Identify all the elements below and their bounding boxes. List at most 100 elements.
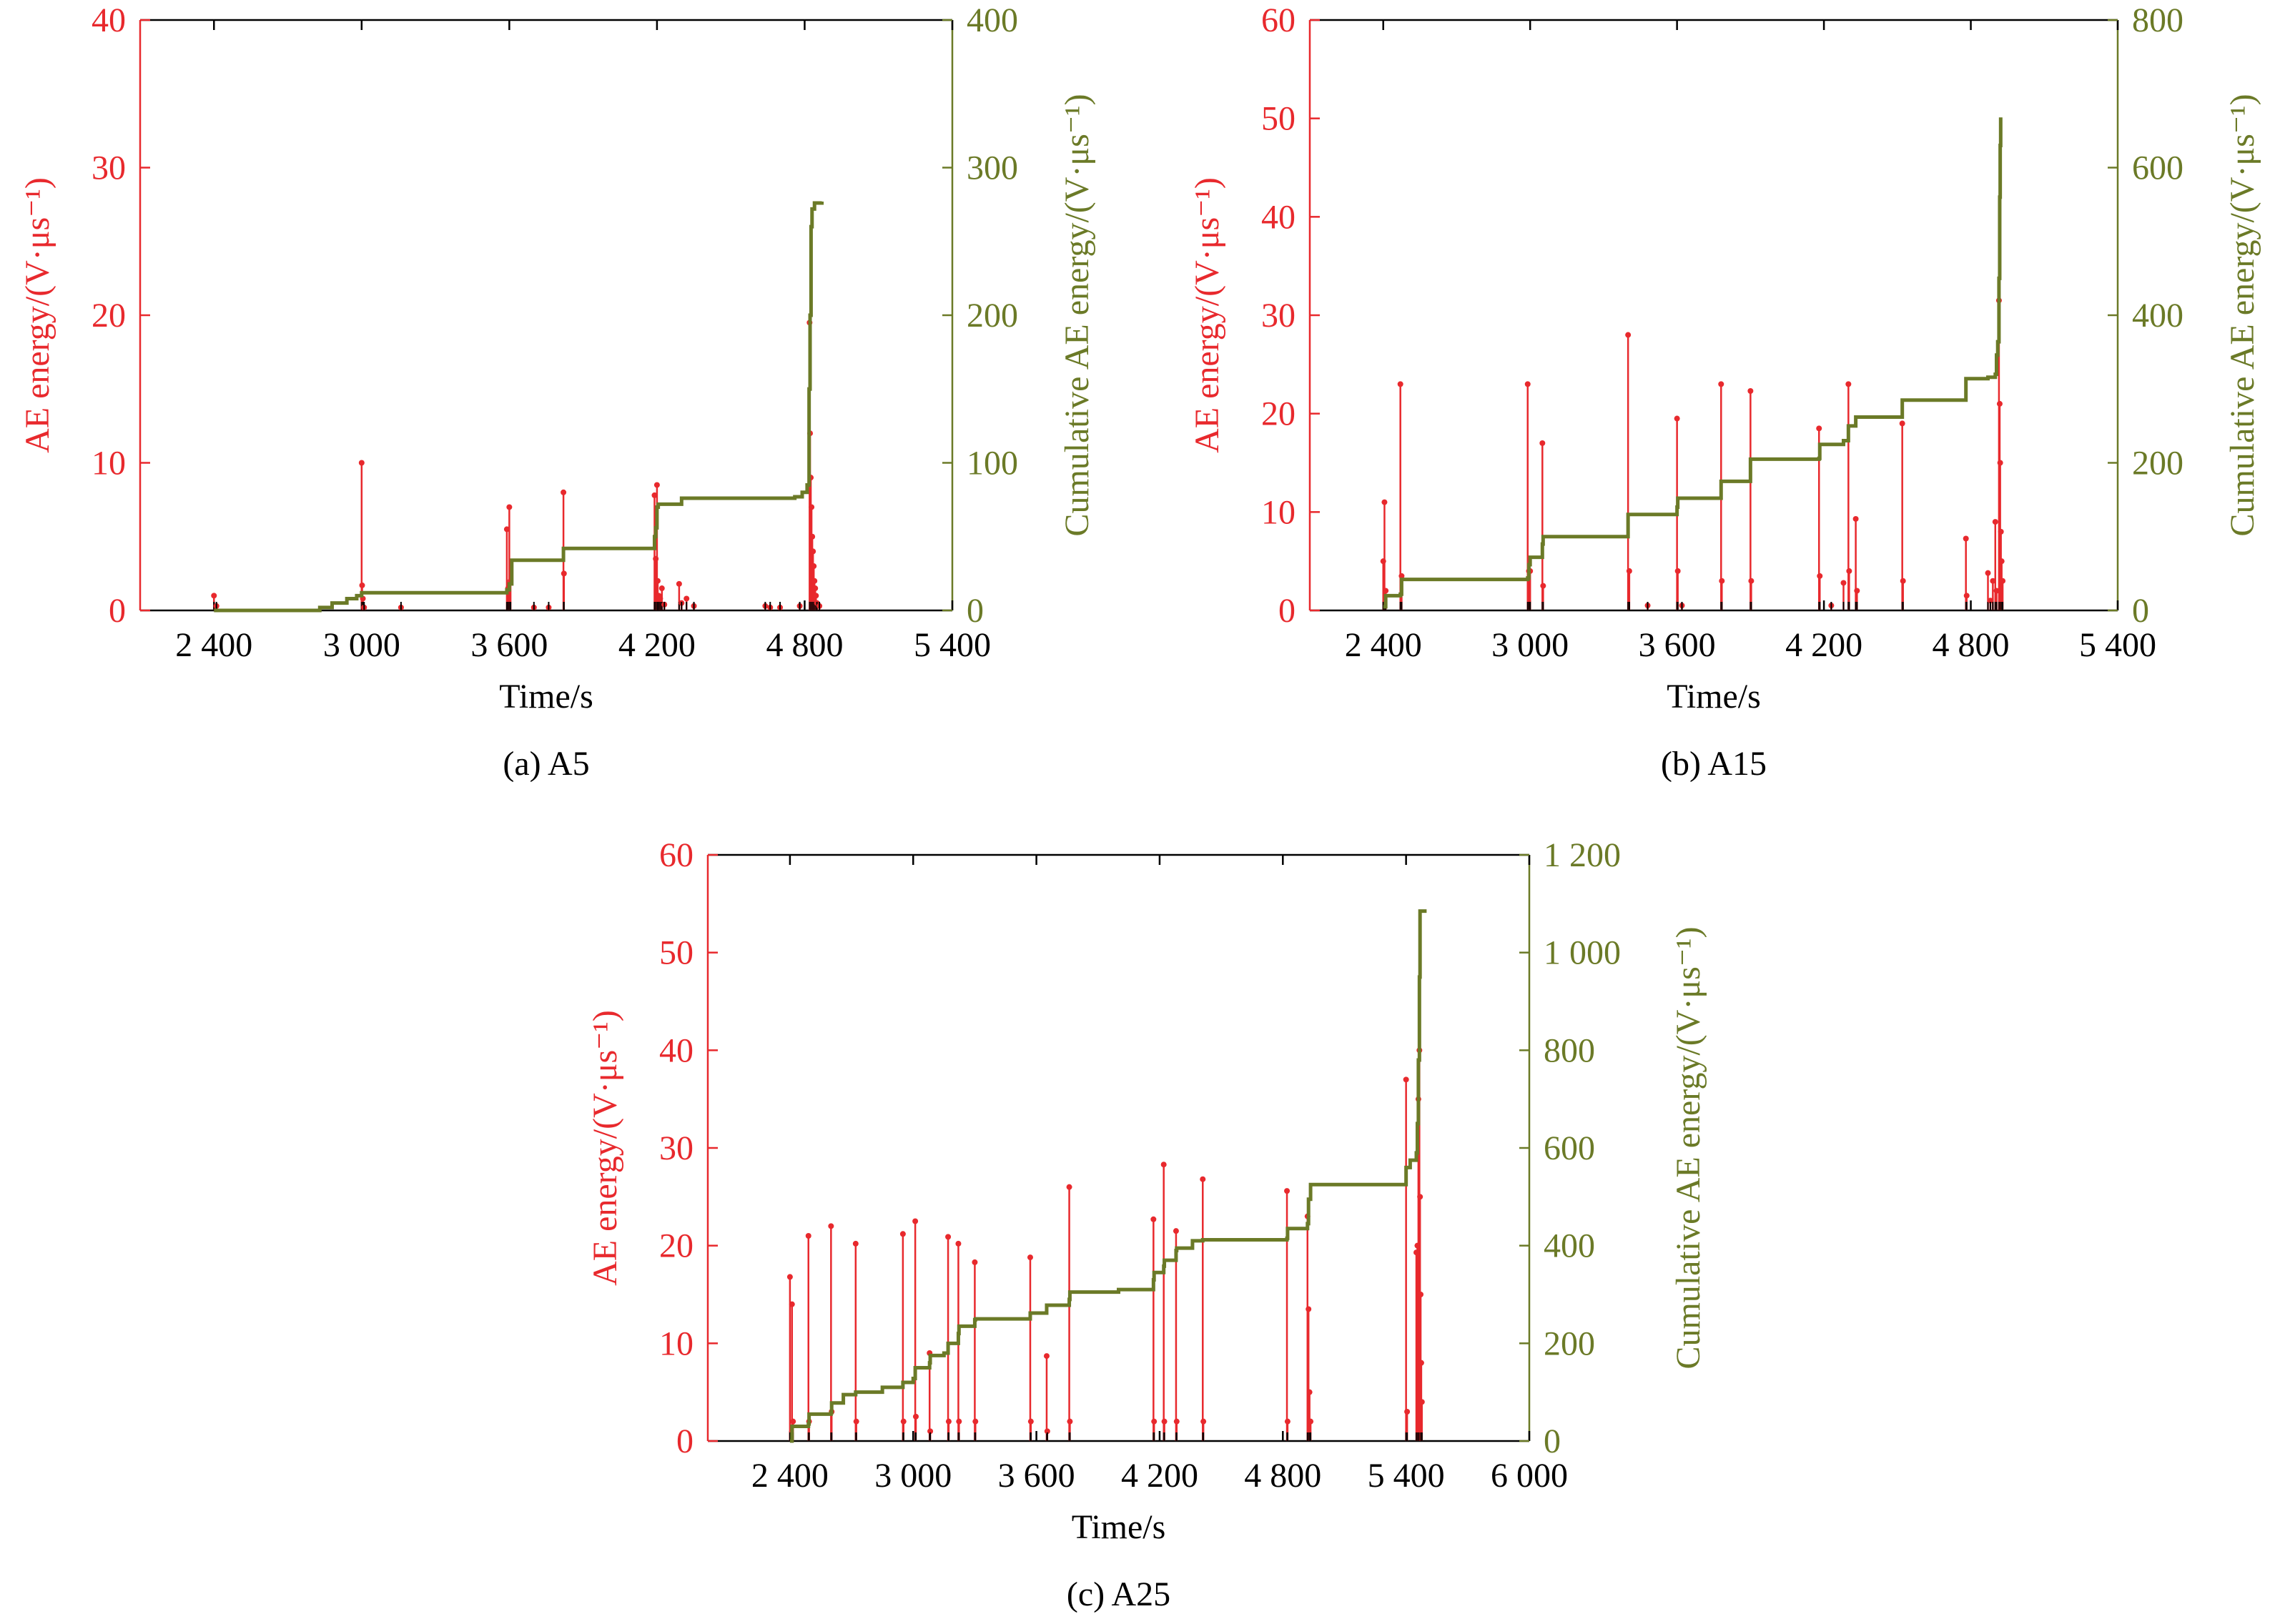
ae-energy-point [1845,381,1852,387]
y-right-axis-label: Cumulative AE energy/(V·μs⁻¹) [2224,94,2261,536]
ae-energy-point [1381,499,1388,505]
y-left-tick-label: 40 [92,1,126,39]
ae-energy-point [1173,1228,1179,1234]
y-right-tick-label: 1 000 [1544,934,1621,972]
ae-energy-point [1418,1399,1425,1405]
y-left-tick-label: 10 [92,445,126,482]
ae-energy-point [1748,578,1755,584]
ae-energy-point [1306,1306,1312,1312]
ae-energy-point [956,1418,962,1425]
y-left-axis-label: AE energy/(V·μs⁻¹) [586,1010,624,1286]
x-tick-label: 2 400 [175,626,252,664]
x-tick-label: 5 400 [1368,1457,1445,1495]
y-left-tick-label: 60 [659,836,694,874]
ae-energy-point [853,1418,859,1425]
y-right-tick-label: 400 [967,1,1018,39]
ae-energy-point [1990,578,1996,584]
ae-energy-point [683,595,690,602]
y-right-tick-label: 200 [2132,445,2183,482]
ae-energy-point [1963,535,1969,542]
ae-energy-point [1284,1188,1290,1194]
ae-energy-point [810,548,816,555]
ae-energy-point [1718,381,1724,387]
ae-energy-point [1417,1194,1423,1200]
ae-energy-point [211,593,217,599]
ae-energy-point [1200,1418,1207,1425]
ae-energy-point [927,1428,934,1435]
ae-energy-point [1985,570,1991,576]
x-axis-label: Time/s [1072,1508,1166,1546]
ae-energy-point [1398,573,1405,579]
y-right-tick-label: 400 [2132,297,2183,335]
ae-energy-point [945,1418,952,1425]
ae-energy-point [1674,415,1680,422]
ae-energy-point [561,489,567,495]
y-right-tick-label: 0 [2132,592,2149,630]
y-left-tick-label: 50 [1261,100,1296,138]
y-left-tick-label: 40 [659,1031,694,1069]
ae-energy-point [1998,558,2005,565]
series-group [1380,117,2006,610]
ae-energy-point [1846,568,1852,574]
ae-energy-point [653,482,660,488]
ae-energy-point [1719,578,1725,584]
x-tick-label: 3 000 [874,1457,952,1495]
ae-energy-point [972,1418,979,1425]
x-tick-label: 3 600 [470,626,548,664]
ae-energy-point [1997,460,2003,466]
y-left-axis-label: AE energy/(V·μs⁻¹) [19,177,56,453]
ae-energy-point [1383,588,1389,594]
ae-energy-point [852,1240,859,1247]
x-tick-label: 4 200 [618,626,696,664]
ae-energy-point [1161,1418,1168,1425]
ae-energy-point [1403,1076,1409,1083]
x-tick-label: 4 800 [766,626,843,664]
y-left-tick-label: 10 [1261,493,1296,531]
ae-energy-point [805,1233,811,1239]
ae-energy-point [1626,568,1632,574]
ae-energy-point [1067,1418,1073,1425]
y-right-tick-label: 0 [967,592,984,630]
ae-energy-point [1524,381,1531,387]
panel-b: 2 400 3 000 3 600 4 200 4 800 5 4000102030405… [1188,1,2261,783]
ae-energy-point [561,570,567,577]
y-left-tick-label: 30 [92,149,126,187]
ae-energy-point [654,578,661,584]
panel-caption: (b) A15 [1661,745,1767,783]
y-right-tick-label: 400 [1544,1227,1595,1265]
y-right-axis-label: Cumulative AE energy/(V·μs⁻¹) [1058,94,1096,536]
ae-energy-point [1418,1292,1424,1297]
ae-energy-point [813,593,819,599]
y-right-tick-label: 600 [1544,1129,1595,1167]
ae-energy-point [1674,568,1681,574]
ae-energy-point [1066,1184,1072,1190]
ae-energy-point [1816,425,1822,432]
ae-energy-point [651,492,658,498]
ae-energy-point [1043,1353,1050,1360]
y-right-axis-label: Cumulative AE energy/(V·μs⁻¹) [1669,926,1707,1369]
ae-energy-point [900,1418,907,1425]
ae-energy-point [1200,1176,1206,1182]
ae-energy-point [1160,1162,1167,1168]
panel-caption: (a) A5 [503,745,589,783]
y-right-tick-label: 0 [1544,1422,1561,1460]
cumulative-energy-line [789,909,1427,1443]
panel-caption: (c) A25 [1067,1575,1170,1613]
ae-energy-point [358,460,365,466]
ae-energy-point [1625,332,1632,338]
x-tick-label: 4 200 [1785,626,1862,664]
y-right-tick-label: 300 [967,149,1018,187]
x-tick-label: 2 400 [751,1457,829,1495]
x-tick-label: 3 000 [1491,626,1569,664]
panel-c: 2 400 3 000 3 600 4 200 4 800 5 400 6 00001020… [586,836,1707,1613]
x-tick-label: 4 800 [1244,1457,1321,1495]
ae-energy-point [1306,1389,1313,1395]
x-tick-label: 3 600 [1639,626,1716,664]
series-group [211,201,824,613]
ae-energy-point [359,582,365,588]
y-left-tick-label: 0 [1278,592,1296,630]
ae-energy-point [1151,1418,1158,1425]
ae-energy-point [912,1413,919,1420]
x-tick-label: 4 200 [1121,1457,1198,1495]
